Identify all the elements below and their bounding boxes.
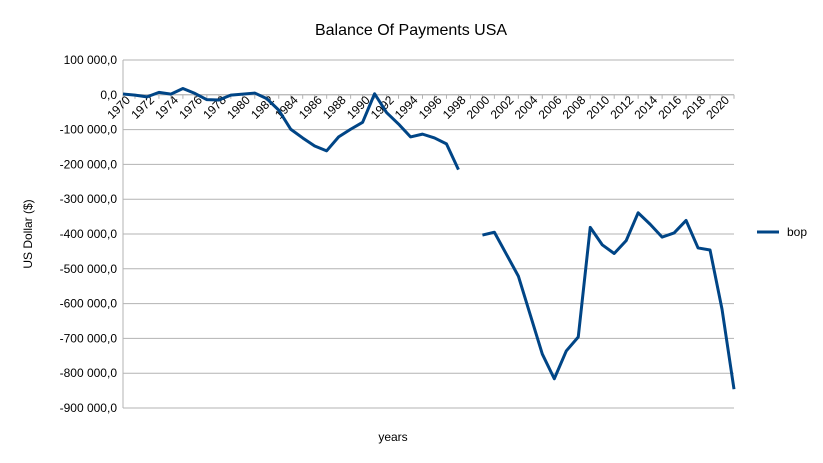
y-tick-label: -600 000,0	[60, 297, 118, 311]
x-tick-label: 2016	[655, 93, 684, 122]
x-tick-label: 1974	[152, 93, 181, 122]
y-tick-label: -400 000,0	[60, 227, 118, 241]
data-line	[482, 211, 736, 390]
x-tick-label: 2014	[631, 93, 660, 122]
chart-title: Balance Of Payments USA	[315, 22, 507, 39]
x-tick-label: 2008	[560, 93, 589, 122]
y-tick-label: -300 000,0	[60, 192, 118, 206]
x-tick-label: 2006	[536, 93, 565, 122]
y-tick-label: -200 000,0	[60, 157, 118, 171]
x-tick-label: 1996	[416, 93, 445, 122]
y-tick-label: -500 000,0	[60, 262, 118, 276]
legend-label: bop	[787, 225, 807, 239]
y-tick-label: 0,0	[100, 88, 117, 102]
x-tick-label: 1998	[440, 93, 469, 122]
x-tick-label: 2004	[512, 93, 541, 122]
y-tick-label: -100 000,0	[60, 123, 118, 137]
y-tick-label: -700 000,0	[60, 331, 118, 345]
x-tick-label: 2012	[608, 93, 637, 122]
y-tick-label: -900 000,0	[60, 401, 118, 415]
x-tick-label: 2002	[488, 93, 517, 122]
x-tick-label: 2018	[679, 93, 708, 122]
x-tick-label: 2020	[703, 93, 732, 122]
data-line	[122, 87, 460, 171]
x-tick-label: 1988	[320, 93, 349, 122]
x-tick-label: 2000	[464, 93, 493, 122]
y-tick-label: 100 000,0	[64, 53, 118, 67]
y-tick-label: -800 000,0	[60, 366, 118, 380]
x-tick-label: 1994	[392, 93, 421, 122]
x-tick-label: 2010	[584, 93, 613, 122]
x-tick-label: 1986	[296, 93, 325, 122]
y-axis-label: US Dollar ($)	[21, 199, 35, 268]
x-axis-label: years	[378, 430, 407, 444]
